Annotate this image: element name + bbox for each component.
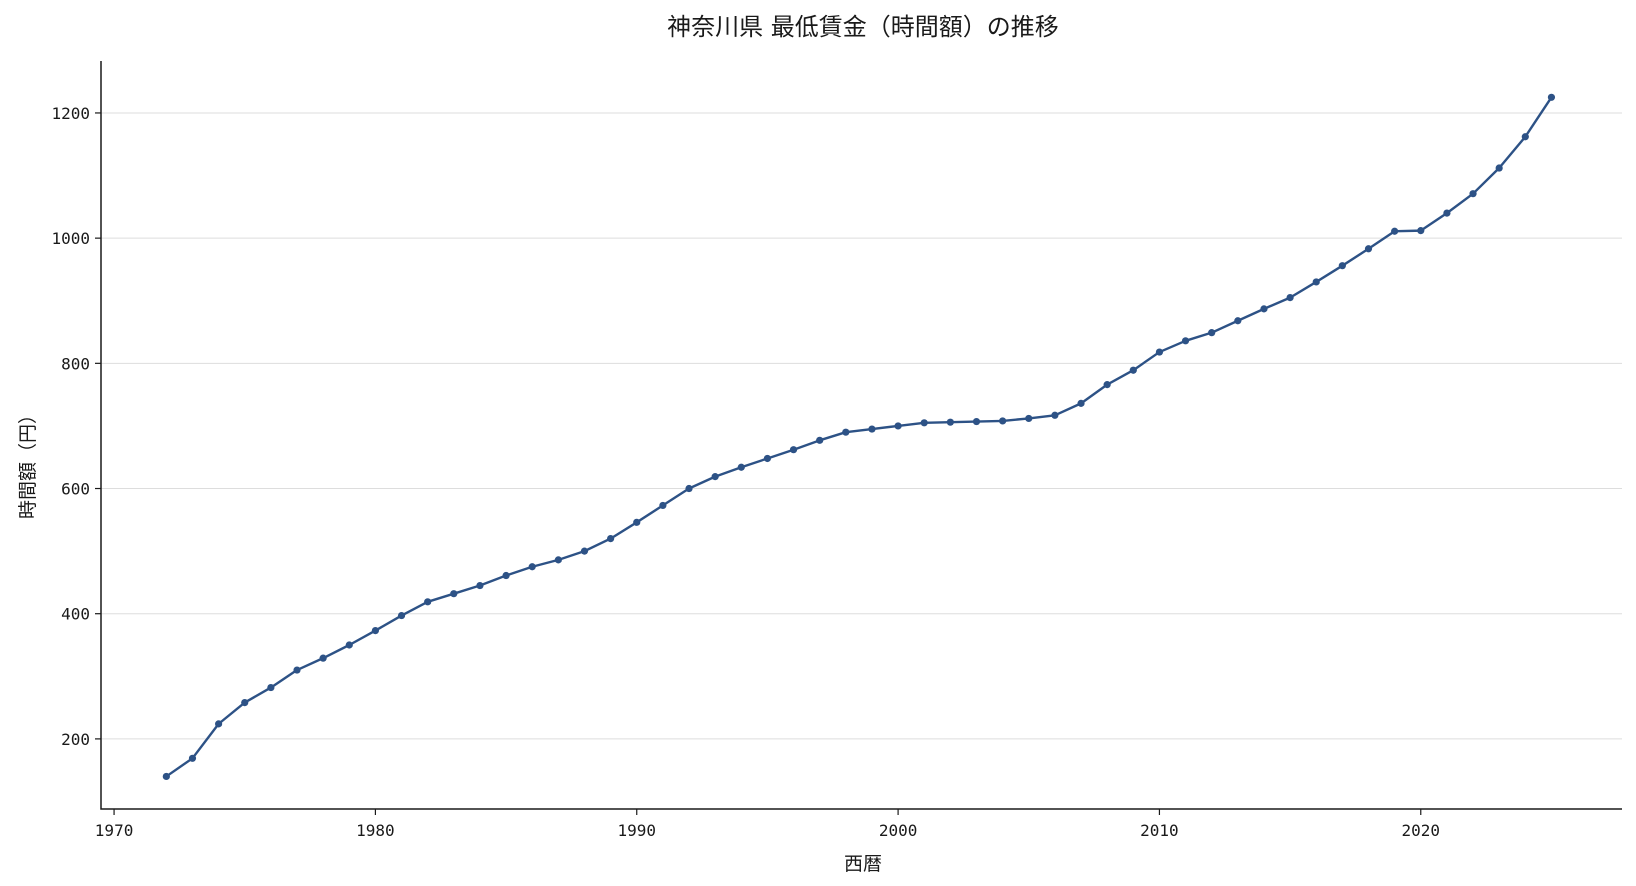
data-point bbox=[502, 571, 510, 580]
data-point bbox=[345, 641, 353, 649]
data-point bbox=[1443, 209, 1451, 217]
y-tick-label: 800 bbox=[61, 354, 90, 373]
data-point bbox=[1364, 245, 1373, 253]
y-tick-label: 1000 bbox=[51, 229, 90, 248]
data-point bbox=[162, 772, 170, 781]
data-point bbox=[1181, 337, 1190, 345]
data-point bbox=[528, 563, 536, 571]
data-point bbox=[580, 547, 589, 555]
y-tick-label: 400 bbox=[61, 605, 90, 624]
data-point bbox=[816, 436, 824, 444]
data-point bbox=[842, 428, 850, 436]
data-point bbox=[267, 683, 275, 692]
data-point bbox=[999, 417, 1007, 425]
data-point bbox=[1025, 414, 1033, 423]
y-tick-label: 600 bbox=[61, 480, 90, 499]
data-point bbox=[1286, 294, 1294, 302]
x-tick-label: 2000 bbox=[879, 821, 918, 840]
data-point bbox=[920, 419, 928, 427]
x-tick-label: 1980 bbox=[356, 821, 395, 840]
data-point bbox=[633, 518, 641, 526]
data-point bbox=[188, 754, 197, 762]
data-point bbox=[894, 422, 902, 430]
data-point bbox=[1077, 399, 1085, 407]
data-point bbox=[554, 556, 562, 564]
data-point bbox=[371, 627, 380, 635]
data-point bbox=[972, 417, 981, 426]
data-point bbox=[476, 581, 484, 590]
data-point bbox=[1208, 329, 1216, 337]
data-point bbox=[763, 454, 772, 463]
data-point bbox=[711, 473, 719, 481]
data-point bbox=[607, 534, 615, 543]
data-point bbox=[1469, 190, 1477, 198]
x-tick-label: 2020 bbox=[1402, 821, 1441, 840]
data-point bbox=[424, 598, 432, 606]
data-point bbox=[293, 666, 301, 674]
data-point bbox=[1260, 305, 1268, 313]
series-line bbox=[165, 96, 1553, 778]
data-point bbox=[241, 698, 249, 707]
data-point bbox=[1155, 348, 1164, 356]
data-point bbox=[789, 446, 798, 454]
x-tick-label: 1990 bbox=[617, 821, 656, 840]
data-point bbox=[1417, 227, 1425, 235]
data-point bbox=[1495, 164, 1503, 172]
data-point bbox=[397, 611, 406, 620]
data-point bbox=[946, 418, 954, 426]
data-point bbox=[1391, 227, 1399, 235]
data-point bbox=[319, 654, 327, 662]
data-point bbox=[1338, 262, 1346, 270]
data-point bbox=[450, 590, 458, 598]
y-tick-label: 200 bbox=[61, 730, 90, 749]
data-point bbox=[868, 425, 876, 433]
x-axis-label: 西暦 bbox=[844, 853, 882, 875]
data-point bbox=[659, 501, 667, 510]
data-point bbox=[685, 484, 693, 493]
axes: 200 400 600 800 1000 1200 1970 1980 1990 2000 2010… bbox=[51, 61, 1622, 840]
data-point bbox=[1234, 317, 1242, 325]
data-point bbox=[1129, 366, 1137, 374]
y-tick-label: 1200 bbox=[51, 104, 90, 123]
data-point bbox=[1521, 133, 1529, 141]
data-point bbox=[737, 463, 745, 471]
data-point bbox=[1103, 381, 1111, 389]
chart-title: 神奈川県 最低賃金（時間額）の推移 bbox=[667, 13, 1059, 41]
y-axis-label: 時間額（円） bbox=[17, 405, 39, 519]
data-point bbox=[1547, 93, 1556, 101]
x-tick-label: 1970 bbox=[95, 821, 134, 840]
data-point bbox=[1051, 411, 1059, 419]
x-tick-label: 2010 bbox=[1140, 821, 1179, 840]
gridlines bbox=[101, 112, 1622, 740]
series-layer bbox=[162, 93, 1556, 781]
data-point bbox=[215, 720, 223, 728]
axis-spines bbox=[100, 61, 1622, 810]
data-point bbox=[1312, 278, 1320, 286]
